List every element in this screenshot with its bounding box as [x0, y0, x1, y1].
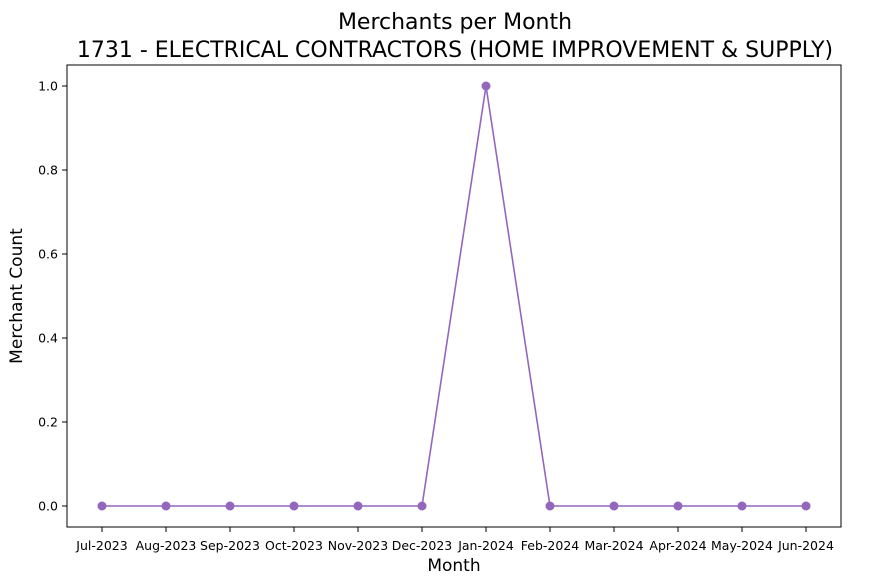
y-tick-label: 0.0	[38, 499, 58, 514]
chart-title-line1: Merchants per Month	[338, 10, 572, 35]
chart-title-line2: 1731 - ELECTRICAL CONTRACTORS (HOME IMPR…	[77, 38, 833, 63]
y-tick-label: 0.6	[38, 247, 58, 262]
series-line	[102, 85, 806, 507]
y-tick-label: 0.4	[38, 331, 58, 346]
x-tick-label: Aug-2023	[136, 538, 197, 553]
data-point	[417, 501, 427, 511]
x-tick-label: Dec-2023	[392, 538, 453, 553]
data-point	[609, 501, 619, 511]
data-point	[801, 501, 811, 511]
x-tick-label: Jan-2024	[457, 538, 514, 553]
y-axis-label: Merchant Count	[7, 228, 27, 364]
y-tick-label: 0.8	[38, 163, 58, 178]
y-tick-label: 1.0	[38, 79, 58, 94]
data-point	[545, 501, 555, 511]
x-tick-label: Apr-2024	[649, 538, 706, 553]
y-tick-label: 0.2	[38, 415, 58, 430]
x-tick-label: Jun-2024	[777, 538, 834, 553]
data-point	[97, 501, 107, 511]
data-point	[161, 501, 171, 511]
x-tick-label: May-2024	[711, 538, 773, 553]
x-tick-label: Sep-2023	[200, 538, 260, 553]
data-point	[289, 501, 299, 511]
x-axis-label: Month	[427, 556, 480, 576]
plot-area	[97, 81, 811, 511]
x-tick-label: Feb-2024	[521, 538, 580, 553]
x-tick-label: Jul-2023	[75, 538, 127, 553]
x-tick-label: Oct-2023	[265, 538, 323, 553]
data-point	[353, 501, 363, 511]
x-tick-label: Mar-2024	[584, 538, 643, 553]
data-point	[225, 501, 235, 511]
x-tick-label: Nov-2023	[328, 538, 388, 553]
data-point	[737, 501, 747, 511]
data-point	[481, 81, 491, 91]
plot-frame	[66, 64, 842, 528]
data-point	[673, 501, 683, 511]
